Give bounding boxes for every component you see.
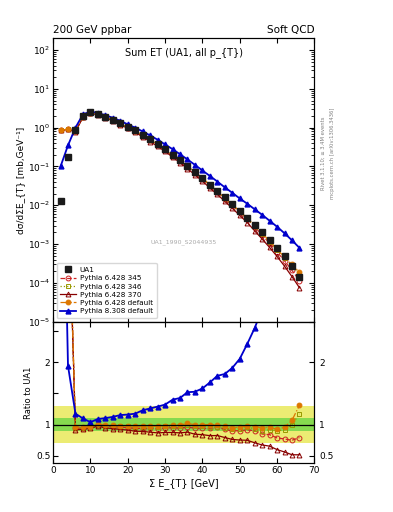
Legend: UA1, Pythia 6.428 345, Pythia 6.428 346, Pythia 6.428 370, Pythia 6.428 default,: UA1, Pythia 6.428 345, Pythia 6.428 346,… [57,263,156,318]
Text: Rivet 3.1.10; ≥ 3.4M events: Rivet 3.1.10; ≥ 3.4M events [320,117,325,190]
Text: Soft QCD: Soft QCD [267,25,314,35]
Text: 200 GeV ppbar: 200 GeV ppbar [53,25,131,35]
Text: Sum ET (UA1, all p_{T}): Sum ET (UA1, all p_{T}) [125,47,243,58]
Text: UA1_1990_S2044935: UA1_1990_S2044935 [151,240,217,245]
Text: mcplots.cern.ch [arXiv:1306.3436]: mcplots.cern.ch [arXiv:1306.3436] [330,108,335,199]
Y-axis label: Ratio to UA1: Ratio to UA1 [24,367,33,419]
X-axis label: Σ E_{T} [GeV]: Σ E_{T} [GeV] [149,478,219,489]
Y-axis label: dσ/dΣE_{T} [mb,GeV⁻¹]: dσ/dΣE_{T} [mb,GeV⁻¹] [16,126,25,233]
